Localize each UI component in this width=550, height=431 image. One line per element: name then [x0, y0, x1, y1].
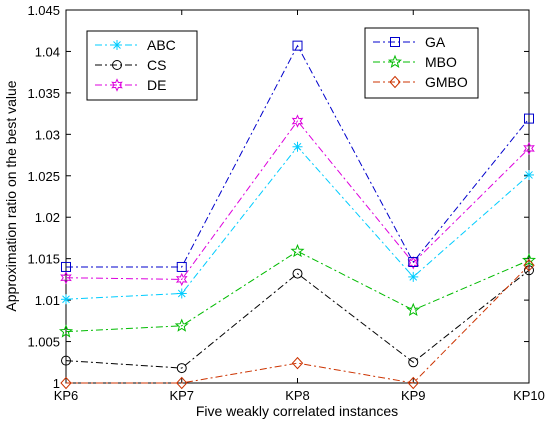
x-tick-label: KP7	[169, 388, 194, 403]
legend-marker-de	[111, 78, 123, 92]
series-cs	[61, 265, 534, 374]
legend-right: GA MBO GMBO	[364, 27, 479, 99]
legend-left: ABC CS DE	[86, 30, 198, 101]
y-tick-label: 1.01	[35, 293, 60, 308]
data-point-de	[523, 141, 535, 156]
data-point-abc	[408, 271, 419, 282]
series-line-mbo	[65, 250, 530, 333]
data-point-de	[175, 272, 188, 287]
y-tick-label: 1.015	[27, 252, 60, 267]
series-ga	[61, 40, 534, 272]
y-tick-label: 1.005	[27, 335, 60, 350]
series-gmbo	[60, 259, 535, 390]
y-tick-label: 1	[53, 376, 60, 391]
legend-entry-mbo: MBO	[373, 54, 457, 70]
axis-ticks: 1 1.005 1.01 1.015 1.02 1.025 1.03 1.035 1.04 1.0…	[27, 3, 544, 403]
data-point-ga	[524, 113, 534, 124]
y-axis-label: Approximation ratio on the best value	[3, 80, 19, 311]
y-tick-label: 1.035	[27, 86, 60, 101]
legend-box	[364, 27, 479, 99]
data-point-gmbo	[60, 376, 72, 390]
legend-entry-ga: GA	[373, 34, 446, 50]
y-tick-label: 1.03	[35, 127, 60, 142]
x-axis-label: Five weakly correlated instances	[196, 403, 398, 419]
data-point-mbo	[58, 324, 74, 338]
legend-label-gmbo: GMBO	[425, 74, 468, 90]
data-point-abc	[176, 288, 187, 299]
x-tick-label: KP6	[54, 388, 79, 403]
x-tick-label: KP8	[285, 388, 310, 403]
legend-box	[86, 30, 198, 101]
legend-label-abc: ABC	[147, 37, 176, 53]
data-point-gmbo	[176, 376, 188, 390]
data-point-abc	[292, 141, 303, 152]
data-point-gmbo	[523, 259, 535, 272]
data-point-cs	[292, 268, 303, 279]
data-point-mbo	[174, 318, 189, 332]
data-point-ga	[176, 261, 187, 272]
legend-marker-mbo	[387, 54, 403, 68]
series-line-de	[65, 120, 530, 280]
series-line-ga	[66, 44, 530, 268]
legend-marker-gmbo	[389, 75, 401, 89]
series-line-gmbo	[66, 264, 530, 384]
data-point-cs	[408, 357, 419, 368]
series-line-cs	[65, 269, 530, 369]
legend-entry-de: DE	[95, 77, 166, 93]
data-point-ga	[408, 256, 419, 267]
series-mbo	[58, 243, 537, 338]
data-point-mbo	[290, 243, 305, 258]
data-point-mbo	[521, 252, 537, 267]
y-tick-label: 1.02	[35, 210, 60, 225]
legend-label-cs: CS	[147, 57, 166, 73]
x-tick-label: KP10	[513, 388, 545, 403]
legend-label-mbo: MBO	[425, 54, 457, 70]
legend-marker-cs	[112, 60, 122, 70]
legend-marker-ga	[390, 37, 400, 47]
data-point-mbo	[406, 302, 421, 317]
data-point-abc	[524, 169, 534, 180]
data-point-de	[291, 114, 304, 128]
y-tick-label: 1.025	[27, 169, 60, 184]
legend-entry-gmbo: GMBO	[373, 74, 468, 90]
data-point-cs	[176, 363, 187, 374]
data-point-cs	[61, 355, 71, 366]
x-tick-label: KP9	[401, 388, 426, 403]
data-point-de	[60, 271, 72, 285]
series-group	[58, 40, 537, 390]
legend-entry-abc: ABC	[95, 37, 176, 53]
legend-entry-cs: CS	[95, 57, 166, 73]
legend-label-ga: GA	[425, 34, 446, 50]
y-tick-label: 1.045	[27, 3, 60, 18]
legend-marker-abc	[112, 40, 122, 50]
legend-label-de: DE	[147, 77, 166, 93]
data-point-ga	[61, 261, 71, 272]
data-point-ga	[292, 40, 303, 51]
legend-group: ABC CS DE GA MBO GMBO	[86, 27, 479, 101]
y-tick-label: 1.04	[35, 44, 60, 59]
series-abc	[61, 141, 534, 305]
data-point-gmbo	[291, 356, 304, 370]
data-point-abc	[61, 294, 71, 305]
data-point-gmbo	[407, 376, 419, 390]
